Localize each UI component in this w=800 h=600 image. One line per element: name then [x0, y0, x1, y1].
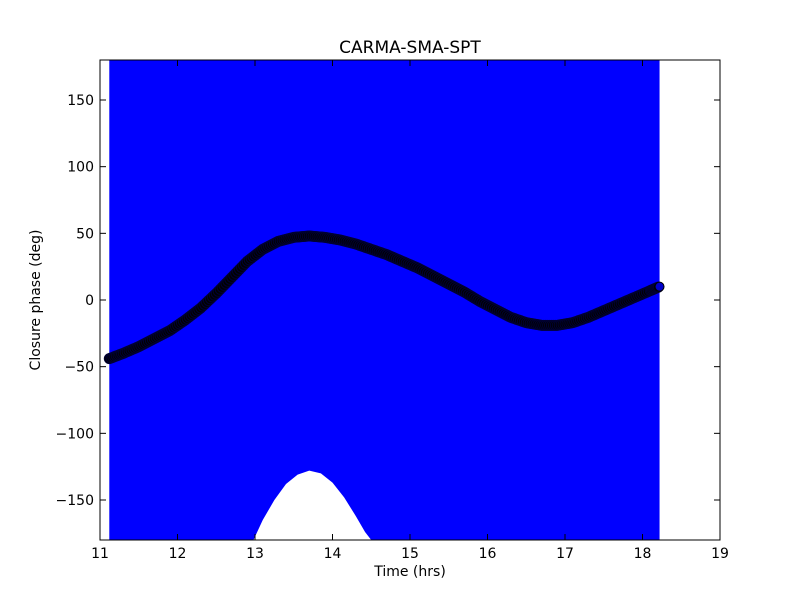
data-point: [654, 281, 665, 292]
fill-gap: [253, 470, 372, 540]
chart-title: CARMA-SMA-SPT: [339, 38, 481, 58]
x-tick-label: 14: [324, 546, 342, 562]
x-tick-label: 19: [711, 546, 729, 562]
y-tick-label: 0: [85, 293, 94, 309]
x-tick-label: 18: [634, 546, 652, 562]
x-tick-label: 13: [246, 546, 264, 562]
plot-area: [103, 60, 665, 540]
x-tick-label: 11: [91, 546, 109, 562]
y-tick-label: 50: [76, 226, 94, 242]
series-0: [103, 230, 665, 365]
x-tick-label: 15: [401, 546, 419, 562]
y-tick-label: −150: [56, 493, 94, 509]
y-tick-label: 150: [67, 93, 94, 109]
y-tick-label: −50: [64, 360, 94, 376]
fill-band: [109, 60, 660, 540]
axes: 11 12 13 14 15 16 17 18 19 −150 −100 −50 0 50 100 150: [56, 59, 729, 562]
x-tick-label: 12: [169, 546, 187, 562]
x-tick-label: 17: [556, 546, 574, 562]
x-axis-label: Time (hrs): [373, 564, 446, 580]
x-tick-label: 16: [479, 546, 497, 562]
y-axis-label: Closure phase (deg): [28, 230, 44, 371]
y-tick-label: 100: [67, 160, 94, 176]
y-tick-label: −100: [56, 426, 94, 442]
